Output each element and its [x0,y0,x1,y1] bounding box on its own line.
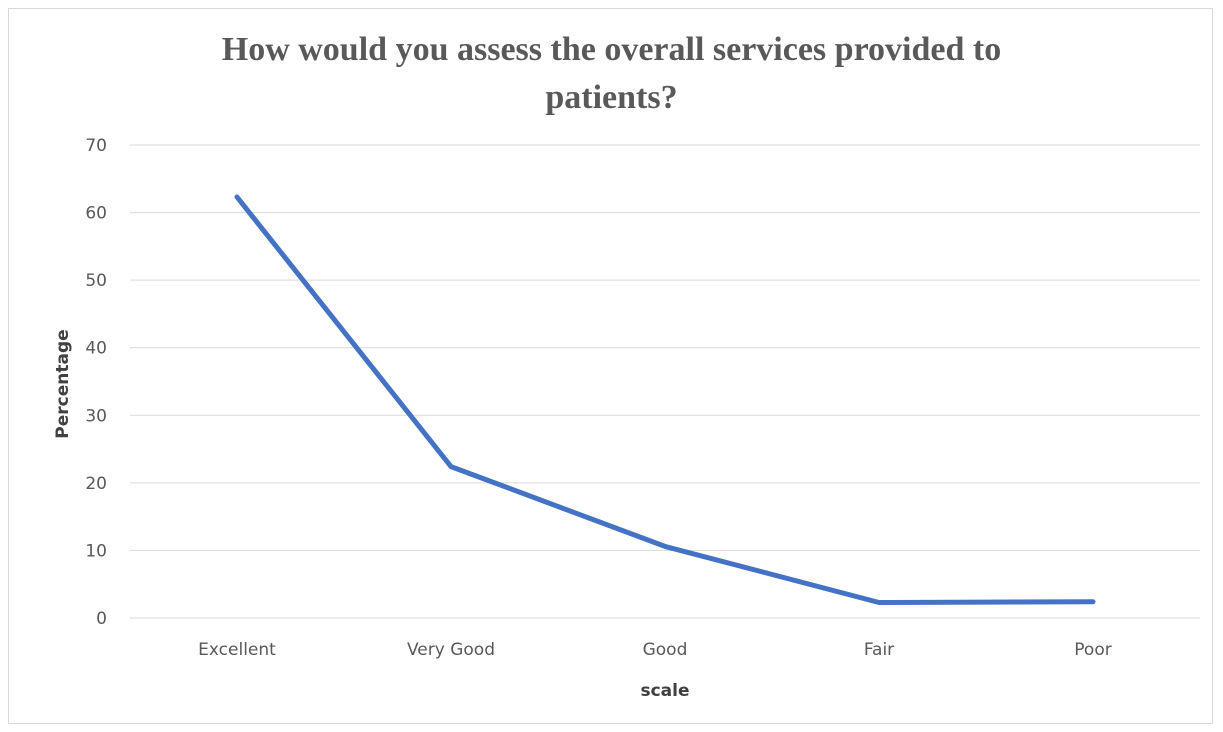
y-tick-label: 0 [96,609,107,629]
gridlines [130,144,1200,619]
x-axis-title: scale [640,681,689,701]
x-axis-tick-labels: Excellent Very Good Good Fair Poor [198,640,1112,660]
y-tick-label: 50 [85,271,107,291]
x-tick-label: Fair [864,640,894,660]
y-tick-label: 10 [85,541,107,561]
chart-title: How would you assess the overall service… [0,26,1223,122]
y-axis-tick-labels: 0 10 20 30 40 50 60 70 [85,136,107,629]
data-point-excellent [236,196,238,198]
data-point-very-good [450,466,452,468]
data-point-good [664,545,666,547]
y-tick-label: 40 [85,339,107,359]
y-tick-label: 60 [85,204,107,224]
x-tick-label: Poor [1074,640,1111,660]
chart-title-line-1: How would you assess the overall service… [221,31,1002,68]
y-axis-title: Percentage [53,329,73,438]
y-tick-label: 20 [85,474,107,494]
x-tick-label: Excellent [198,640,276,660]
x-tick-label: Good [643,640,688,660]
series-lines [234,194,1096,605]
y-tick-label: 70 [85,136,107,156]
data-point-fair [878,601,880,603]
series-line-0 [234,194,1096,605]
x-tick-label: Very Good [407,640,495,660]
data-point-poor [1092,601,1094,603]
chart-frame [8,8,1213,724]
chart-title-line-2: patients? [545,79,678,116]
y-tick-label: 30 [85,406,107,426]
